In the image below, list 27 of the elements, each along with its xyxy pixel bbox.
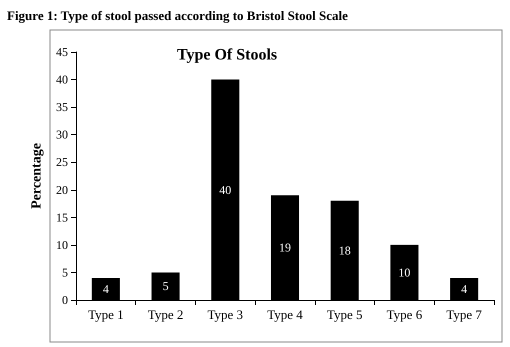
y-tick-label: 30: [56, 128, 68, 142]
x-tick-label: Type 3: [208, 307, 244, 322]
data-label: 4: [102, 282, 109, 296]
x-tick-label: Type 1: [88, 307, 124, 322]
x-tick-label: Type 6: [386, 307, 423, 322]
data-label: 18: [338, 243, 351, 258]
chart-subtitle: Type Of Stools: [177, 46, 278, 64]
y-axis-title: Percentage: [30, 143, 44, 209]
x-tick-label: Type 7: [446, 307, 482, 322]
y-tick-label: 40: [56, 72, 68, 87]
y-tick-label: 35: [56, 100, 68, 114]
y-tick-label: 25: [56, 155, 68, 170]
y-tick-label: 0: [62, 293, 68, 307]
chart-title: Figure 1: Type of stool passed according to Bristol Stool Scale: [7, 8, 348, 23]
y-tick-label: 20: [56, 182, 68, 197]
data-label: 40: [219, 182, 232, 197]
data-label: 4: [461, 282, 468, 296]
y-tick-label: 10: [56, 238, 68, 252]
x-tick-label: Type 2: [148, 307, 184, 322]
data-label: 10: [398, 265, 410, 280]
x-tick-label: Type 4: [267, 307, 304, 322]
data-label: 5: [162, 279, 169, 294]
y-tick-label: 15: [56, 210, 68, 224]
y-tick-label: 5: [62, 265, 68, 280]
data-label: 19: [279, 240, 291, 255]
x-tick-label: Type 5: [326, 307, 362, 322]
y-tick-label: 45: [56, 45, 68, 59]
